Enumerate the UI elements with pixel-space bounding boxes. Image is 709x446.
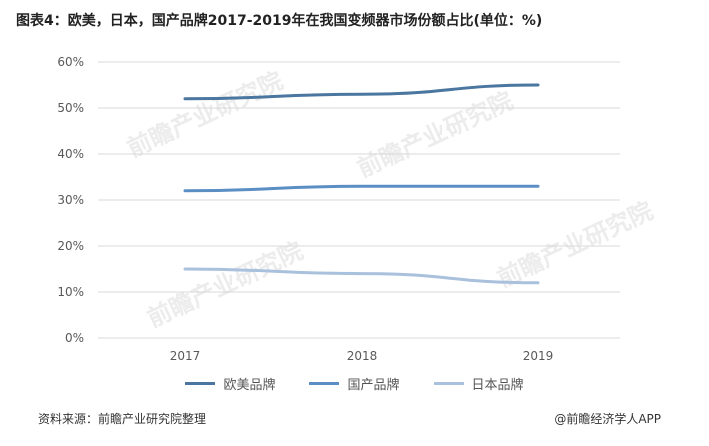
y-tick-label: 10% [57,285,84,299]
y-tick-label: 30% [57,193,84,207]
legend-swatch [185,381,216,385]
x-tick-label: 2018 [347,349,378,363]
y-tick-label: 20% [57,239,84,253]
y-tick-label: 40% [57,147,84,161]
legend-item: 日本品牌 [433,374,524,393]
x-tick-label: 2019 [523,349,554,363]
y-tick-label: 50% [57,101,84,115]
series-line [183,184,540,193]
legend-swatch [433,381,464,385]
x-tick-label: 2017 [170,349,201,363]
line-chart: 0% 10% 20% 30% 40% 50% 60% 2017 2018 2019 [0,40,709,370]
chart-title: 图表4：欧美，日本，国产品牌2017-2019年在我国变频器市场份额占比(单位：… [16,13,543,29]
legend-label: 日本品牌 [471,377,524,393]
y-tick-label: 60% [57,55,84,69]
legend-label: 国产品牌 [347,377,400,393]
legend-item: 国产品牌 [309,374,400,393]
series-line [183,267,540,285]
series-line [183,83,540,101]
y-tick-label: 0% [65,331,84,345]
brand-credit: @前瞻经济学人APP [554,412,661,426]
legend-item: 欧美品牌 [185,374,276,393]
footer: 资料来源：前瞻产业研究院整理 @前瞻经济学人APP [0,410,709,430]
source-note: 资料来源：前瞻产业研究院整理 [38,412,207,426]
chart-svg: 0% 10% 20% 30% 40% 50% 60% 2017 2018 2019 [57,55,620,363]
legend-label: 欧美品牌 [223,377,276,393]
legend-swatch [309,381,340,385]
chart-legend: 欧美品牌 国产品牌 日本品牌 [0,374,709,393]
